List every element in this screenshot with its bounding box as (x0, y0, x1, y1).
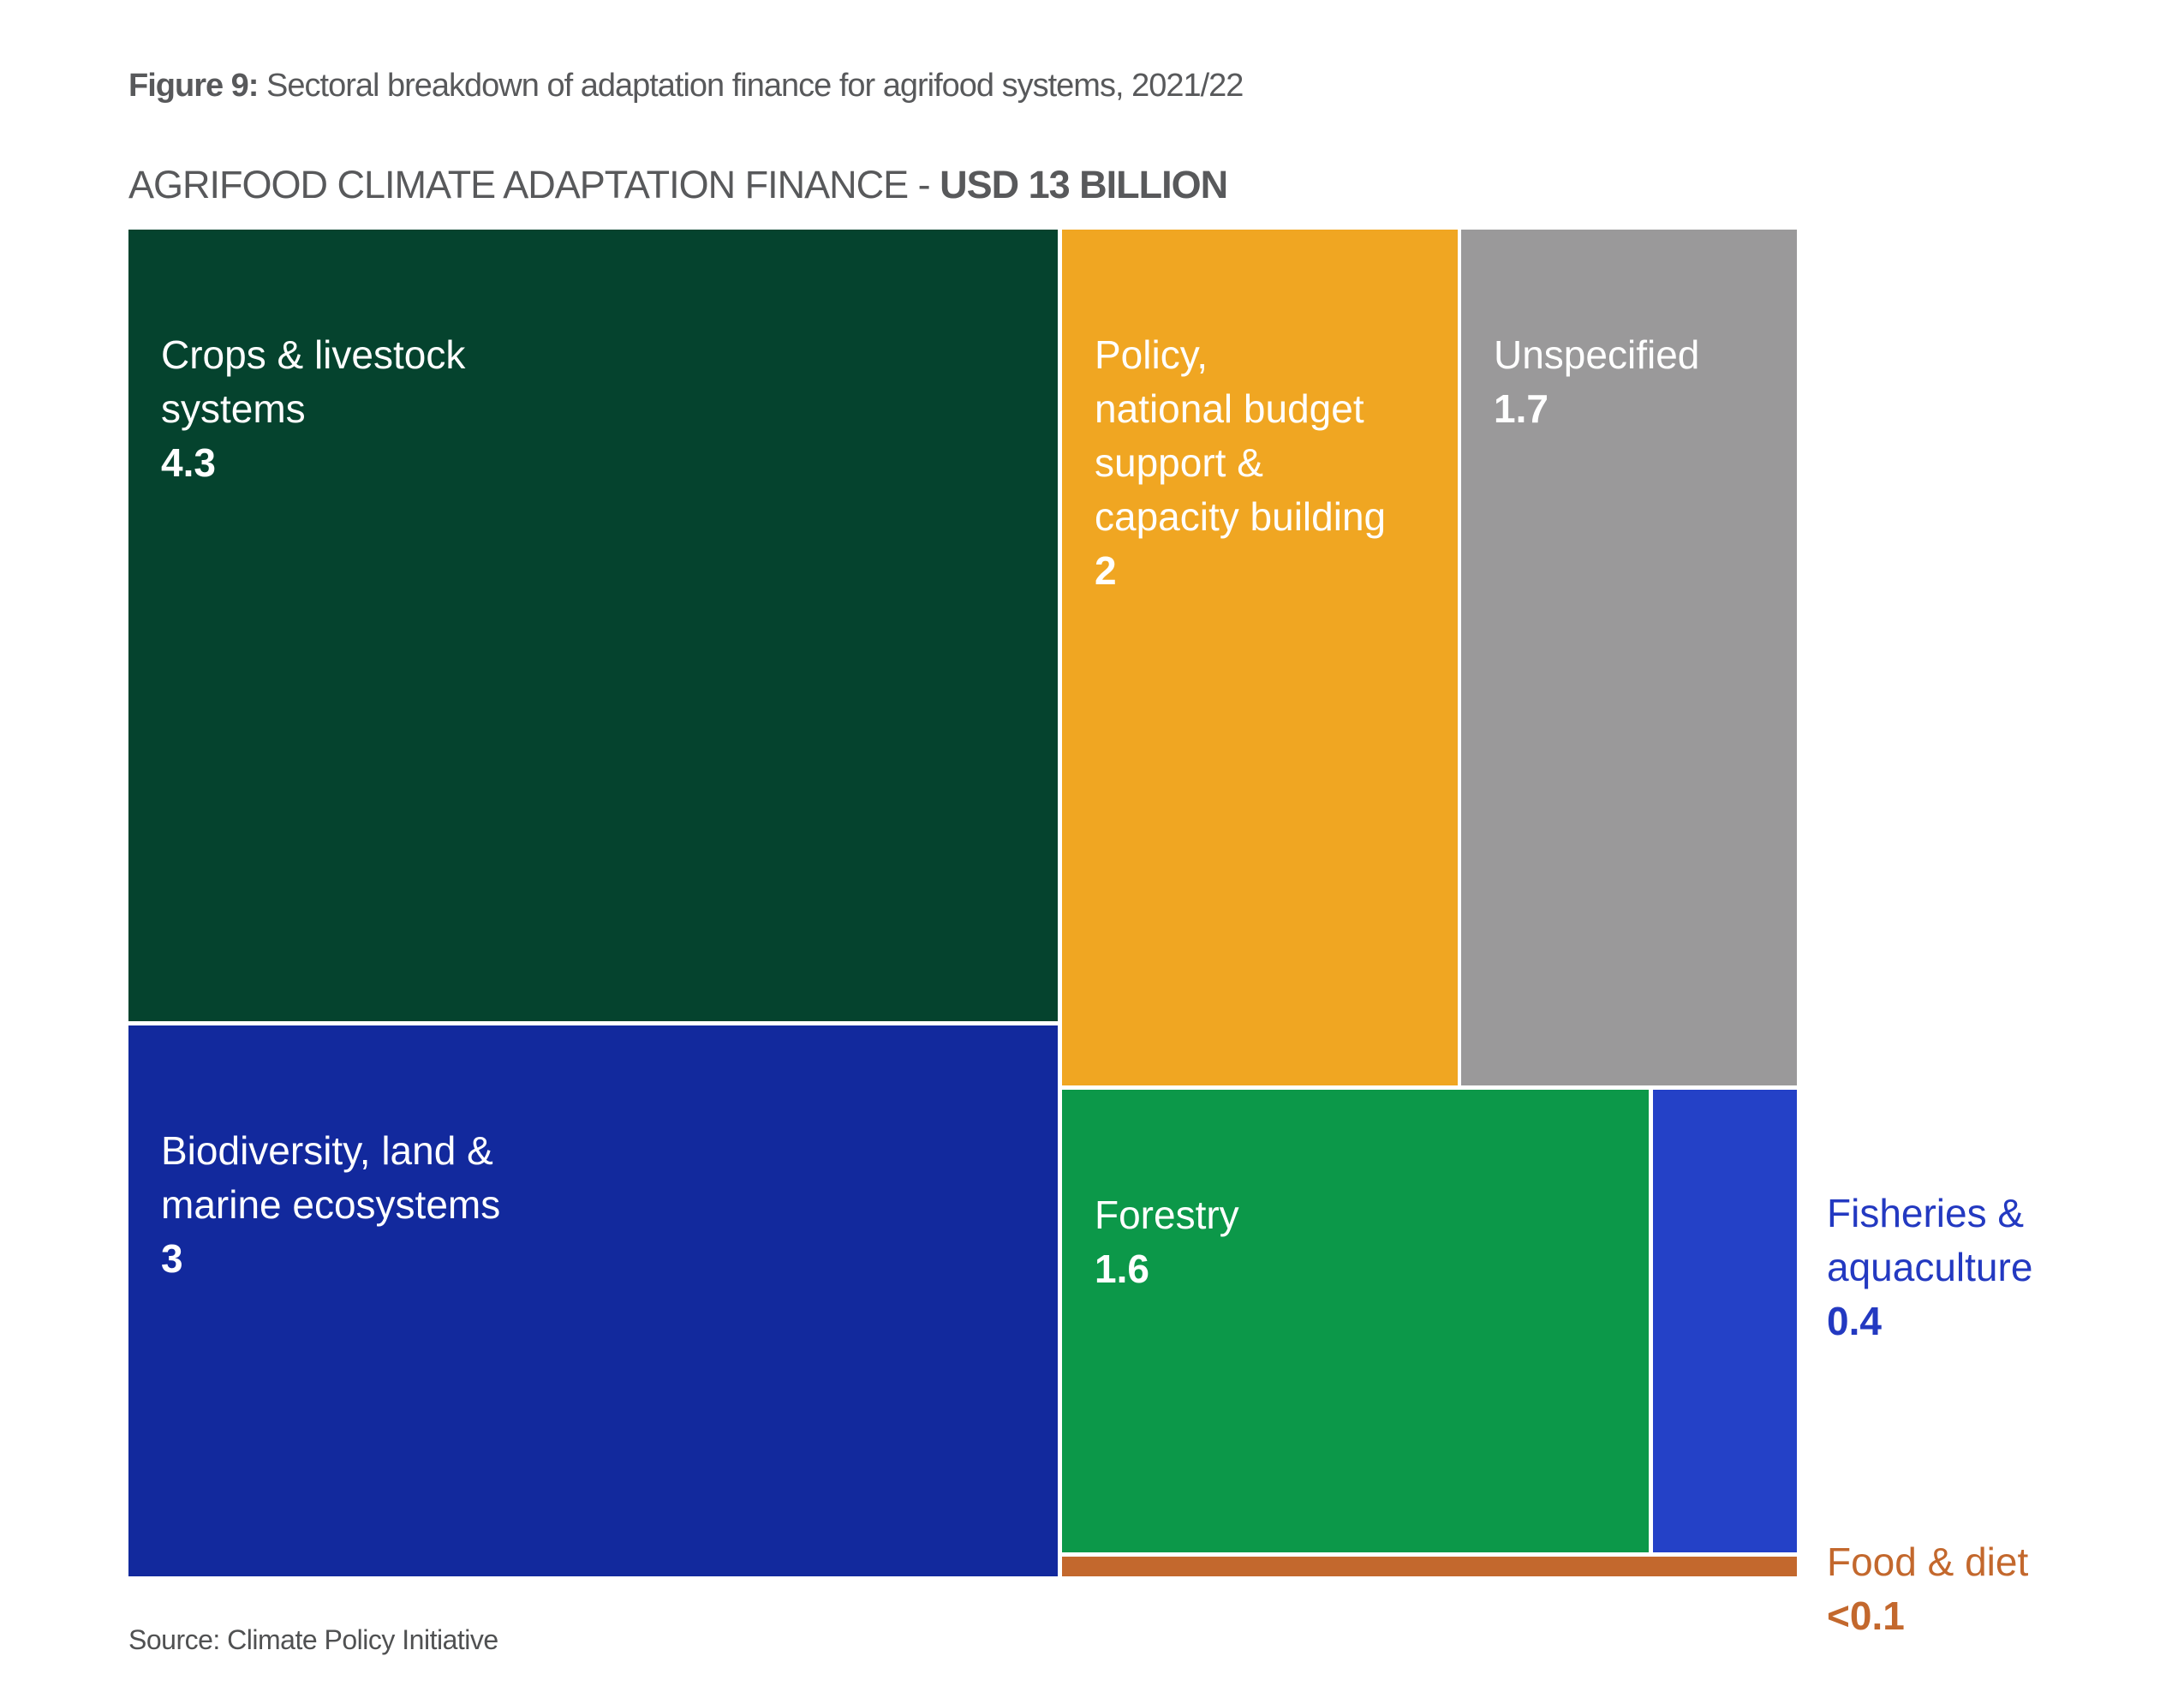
segment-value: 2 (1095, 548, 1117, 593)
treemap-segment-policy: Policy, national budget support & capaci… (1062, 230, 1458, 1085)
treemap-segment-unspecified: Unspecified 1.7 (1461, 230, 1797, 1085)
segment-name: Food & diet (1827, 1540, 2029, 1584)
treemap-segment-fisheries (1653, 1090, 1797, 1552)
treemap-segment-crops-livestock: Crops & livestock systems 4.3 (128, 230, 1058, 1021)
segment-label-biodiversity: Biodiversity, land & marine ecosystems 3 (161, 1070, 500, 1340)
chart-title-total: USD 13 BILLION (940, 163, 1228, 206)
treemap-segment-biodiversity: Biodiversity, land & marine ecosystems 3 (128, 1025, 1058, 1576)
outside-label-food-diet: Food & diet <0.1 (1827, 1481, 2028, 1697)
segment-label-policy: Policy, national budget support & capaci… (1095, 274, 1386, 652)
outside-label-fisheries: Fisheries & aquaculture 0.4 (1827, 1133, 2032, 1402)
figure-caption: Figure 9: Sectoral breakdown of adaptati… (128, 65, 1244, 106)
segment-label-unspecified: Unspecified 1.7 (1494, 274, 1699, 490)
segment-name: Fisheries & aquaculture (1827, 1191, 2033, 1289)
segment-label-crops-livestock: Crops & livestock systems 4.3 (161, 274, 465, 544)
chart-title-regular: AGRIFOOD CLIMATE ADAPTATION FINANCE - (128, 163, 940, 206)
figure-caption-text: Sectoral breakdown of adaptation finance… (258, 68, 1244, 104)
segment-name: Crops & livestock systems (161, 332, 466, 431)
figure-number: Figure 9: (128, 68, 259, 104)
segment-name: Unspecified (1494, 332, 1700, 377)
segment-value: 4.3 (161, 440, 216, 485)
segment-name: Biodiversity, land & marine ecosystems (161, 1128, 501, 1227)
segment-label-forestry: Forestry 1.6 (1095, 1134, 1239, 1350)
segment-name: Forestry (1095, 1193, 1239, 1237)
treemap-segment-food-diet (1062, 1557, 1797, 1576)
segment-value: 1.7 (1494, 386, 1548, 431)
segment-value: <0.1 (1827, 1593, 1905, 1638)
chart-title: AGRIFOOD CLIMATE ADAPTATION FINANCE - US… (128, 163, 1228, 207)
segment-name: Policy, national budget support & capaci… (1095, 332, 1387, 539)
segment-value: 3 (161, 1236, 183, 1281)
segment-value: 1.6 (1095, 1247, 1149, 1291)
source-note: Source: Climate Policy Initiative (128, 1624, 498, 1655)
segment-value: 0.4 (1827, 1299, 1882, 1343)
treemap-segment-forestry: Forestry 1.6 (1062, 1090, 1649, 1552)
